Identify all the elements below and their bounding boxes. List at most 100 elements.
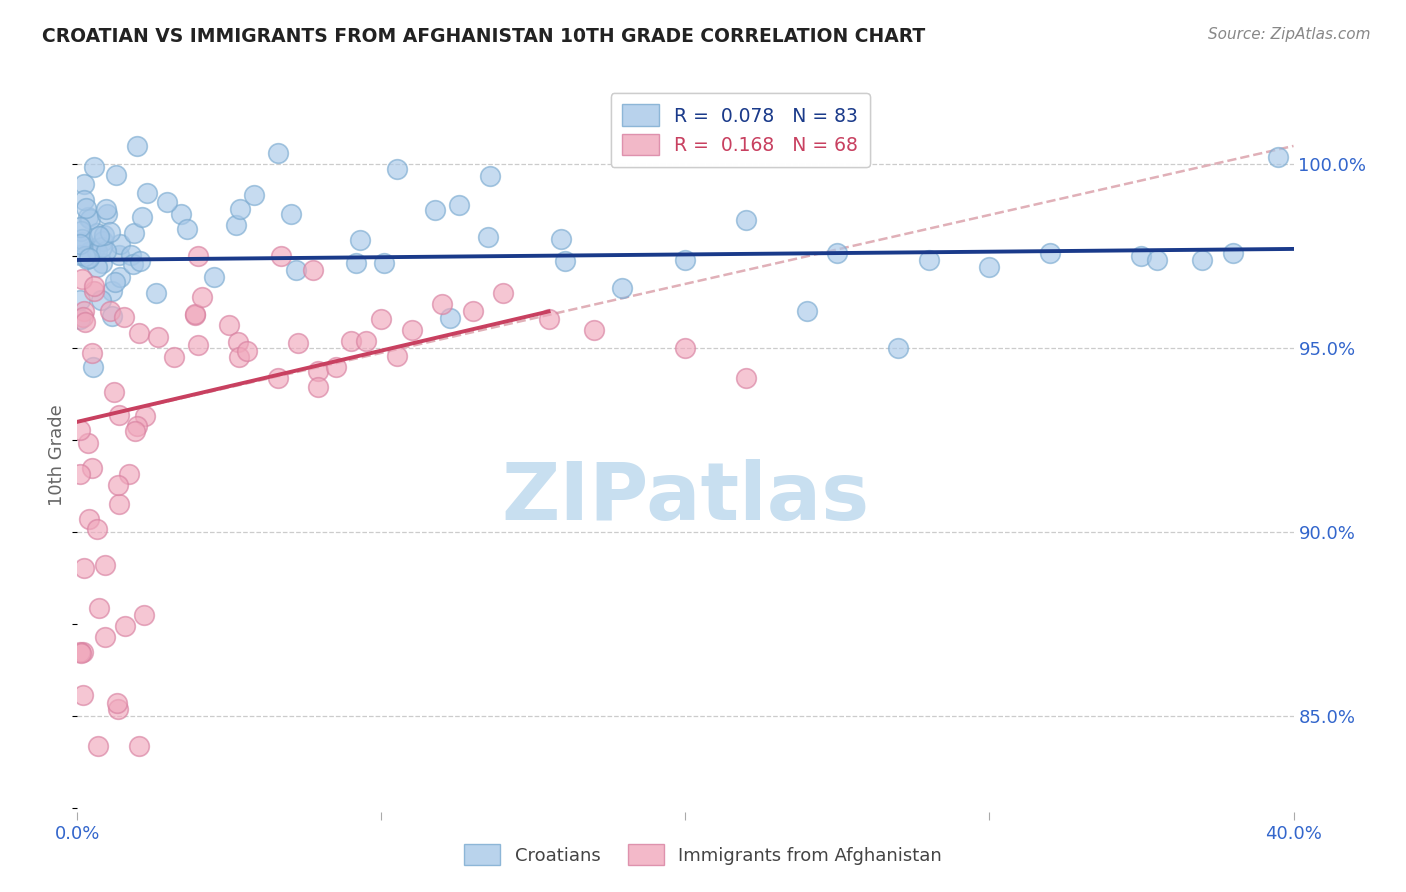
Point <box>91 240 114 254</box>
Point <box>280 207 302 221</box>
Point <box>550 231 572 245</box>
Point <box>385 349 408 363</box>
Point <box>122 257 145 271</box>
Point <box>105 696 128 710</box>
Point <box>82 360 104 375</box>
Point <box>449 198 471 212</box>
Point <box>228 350 250 364</box>
Point <box>125 418 148 433</box>
Point <box>84 241 107 255</box>
Point <box>120 248 142 262</box>
Point <box>108 236 131 251</box>
Point <box>887 341 910 355</box>
Point <box>94 558 117 572</box>
Point <box>401 323 423 337</box>
Point <box>107 248 129 262</box>
Point <box>69 423 91 437</box>
Point <box>132 608 155 623</box>
Point <box>307 364 329 378</box>
Point <box>86 226 108 240</box>
Point <box>583 323 606 337</box>
Point <box>107 701 129 715</box>
Point <box>128 326 150 341</box>
Point <box>267 370 290 384</box>
Point <box>69 248 91 262</box>
Point <box>72 645 94 659</box>
Point <box>129 254 152 268</box>
Point <box>354 334 377 348</box>
Point <box>89 600 111 615</box>
Point <box>423 202 446 217</box>
Point <box>107 477 129 491</box>
Point <box>675 252 697 267</box>
Point <box>492 286 515 301</box>
Point <box>75 202 97 216</box>
Point <box>79 211 101 226</box>
Point <box>302 263 325 277</box>
Point <box>285 263 308 277</box>
Text: Source: ZipAtlas.com: Source: ZipAtlas.com <box>1208 27 1371 42</box>
Point <box>1267 150 1289 164</box>
Point <box>796 304 818 318</box>
Point <box>146 330 169 344</box>
Point <box>432 297 454 311</box>
Point <box>72 304 94 318</box>
Point <box>80 345 103 359</box>
Point <box>69 293 91 307</box>
Point <box>100 304 122 318</box>
Point <box>735 212 758 227</box>
Point <box>70 235 93 249</box>
Point <box>187 249 209 263</box>
Point <box>307 380 329 394</box>
Point <box>69 645 91 659</box>
Point <box>827 245 849 260</box>
Point <box>191 291 214 305</box>
Point <box>103 384 125 399</box>
Point <box>98 225 121 239</box>
Point <box>127 139 149 153</box>
Point <box>349 233 371 247</box>
Point <box>387 162 409 177</box>
Point <box>170 207 193 221</box>
Legend: R =  0.078   N = 83, R =  0.168   N = 68: R = 0.078 N = 83, R = 0.168 N = 68 <box>610 94 869 167</box>
Point <box>218 318 240 332</box>
Point <box>70 646 93 660</box>
Point <box>77 210 100 224</box>
Point <box>69 467 91 481</box>
Point <box>610 281 633 295</box>
Point <box>94 244 117 258</box>
Point <box>73 315 96 329</box>
Point <box>537 311 560 326</box>
Point <box>439 311 461 326</box>
Point <box>128 739 150 754</box>
Point <box>131 210 153 224</box>
Point <box>100 310 122 324</box>
Point <box>69 220 91 235</box>
Point <box>89 228 111 243</box>
Point <box>96 207 118 221</box>
Point <box>104 275 127 289</box>
Point <box>112 310 135 325</box>
Text: CROATIAN VS IMMIGRANTS FROM AFGHANISTAN 10TH GRADE CORRELATION CHART: CROATIAN VS IMMIGRANTS FROM AFGHANISTAN … <box>42 27 925 45</box>
Point <box>86 522 108 536</box>
Point <box>156 194 179 209</box>
Point <box>243 187 266 202</box>
Point <box>108 270 131 285</box>
Point <box>1039 245 1062 260</box>
Point <box>90 256 112 270</box>
Point <box>73 561 96 575</box>
Point <box>70 232 93 246</box>
Point <box>108 497 131 511</box>
Point <box>1130 249 1153 263</box>
Point <box>83 160 105 174</box>
Point <box>979 260 1001 275</box>
Point <box>135 186 157 200</box>
Point <box>235 344 257 359</box>
Point <box>163 350 186 364</box>
Point <box>77 435 100 450</box>
Point <box>1146 252 1168 267</box>
Point <box>229 202 252 216</box>
Point <box>675 341 697 355</box>
Point <box>91 234 114 248</box>
Point <box>83 284 105 298</box>
